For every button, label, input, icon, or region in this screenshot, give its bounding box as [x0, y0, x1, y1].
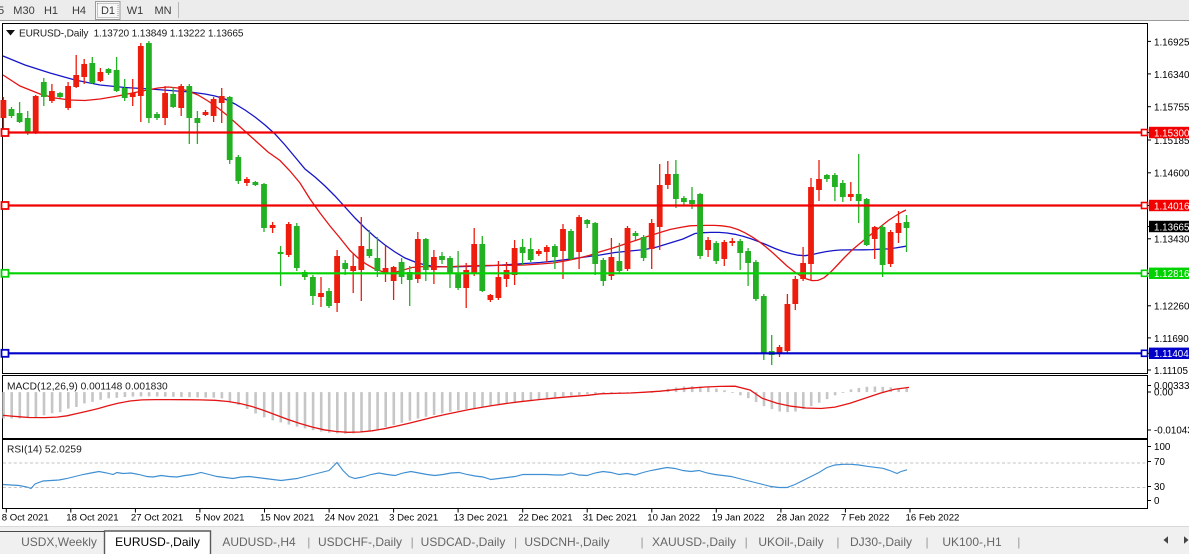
svg-text:10 Jan 2022: 10 Jan 2022: [647, 513, 700, 524]
svg-text:AUDUSD-,H4: AUDUSD-,H4: [222, 535, 296, 549]
svg-text:1.14016: 1.14016: [1154, 201, 1189, 212]
svg-text:15 Nov 2021: 15 Nov 2021: [260, 513, 314, 524]
svg-text:USDX,Weekly: USDX,Weekly: [21, 535, 97, 549]
svg-text:1.13430: 1.13430: [1154, 235, 1189, 246]
svg-text:|: |: [307, 535, 310, 549]
svg-text:|: |: [411, 535, 414, 549]
svg-text:27 Oct 2021: 27 Oct 2021: [131, 513, 183, 524]
svg-text:|: |: [836, 535, 839, 549]
svg-text:1.15185: 1.15185: [1154, 136, 1189, 147]
svg-text:MN: MN: [154, 5, 171, 17]
svg-text:31 Dec 2021: 31 Dec 2021: [583, 513, 637, 524]
svg-text:5: 5: [0, 5, 4, 17]
svg-text:-0.01043: -0.01043: [1154, 426, 1189, 437]
svg-text:7 Feb 2022: 7 Feb 2022: [841, 513, 890, 524]
svg-text:1.11404: 1.11404: [1154, 349, 1189, 360]
svg-text:USDCHF-,Daily: USDCHF-,Daily: [318, 535, 402, 549]
svg-text:1.12260: 1.12260: [1154, 302, 1189, 313]
svg-text:30: 30: [1154, 482, 1165, 493]
svg-text:MACD(12,26,9) 0.001148 0.00183: MACD(12,26,9) 0.001148 0.001830: [7, 382, 168, 393]
svg-text:|: |: [514, 535, 517, 549]
svg-text:|: |: [641, 535, 644, 549]
svg-text:W1: W1: [127, 5, 144, 17]
svg-text:8 Oct 2021: 8 Oct 2021: [2, 513, 49, 524]
svg-text:1.14600: 1.14600: [1154, 169, 1189, 180]
svg-text:18 Oct 2021: 18 Oct 2021: [66, 513, 118, 524]
svg-text:19 Jan 2022: 19 Jan 2022: [712, 513, 765, 524]
svg-text:EURUSD-,Daily 1.13720 1.13849: EURUSD-,Daily 1.13720 1.13849 1.13222 1.…: [19, 29, 244, 40]
svg-text:1.16340: 1.16340: [1154, 70, 1189, 81]
svg-text:100: 100: [1154, 442, 1171, 453]
svg-text:1.15755: 1.15755: [1154, 103, 1189, 114]
svg-text:1.13665: 1.13665: [1154, 222, 1189, 233]
svg-text:DJ30-,Daily: DJ30-,Daily: [850, 535, 912, 549]
svg-text:22 Dec 2021: 22 Dec 2021: [518, 513, 572, 524]
svg-text:USDCNH-,Daily: USDCNH-,Daily: [524, 535, 609, 549]
svg-text:0.00: 0.00: [1154, 388, 1174, 399]
svg-text:M30: M30: [13, 5, 34, 17]
svg-text:1.11690: 1.11690: [1154, 334, 1189, 345]
svg-text:5 Nov 2021: 5 Nov 2021: [195, 513, 244, 524]
svg-text:H4: H4: [72, 5, 86, 17]
svg-text:UKOil-,Daily: UKOil-,Daily: [758, 535, 823, 549]
svg-text:1.16925: 1.16925: [1154, 37, 1189, 48]
svg-text:EURUSD-,Daily: EURUSD-,Daily: [115, 535, 200, 549]
svg-text:|: |: [745, 535, 748, 549]
svg-text:13 Dec 2021: 13 Dec 2021: [454, 513, 508, 524]
svg-text:0.003331: 0.003331: [1154, 381, 1189, 392]
svg-text:UK100-,H1: UK100-,H1: [942, 535, 1002, 549]
svg-text:16 Feb 2022: 16 Feb 2022: [906, 513, 960, 524]
svg-text:XAUUSD-,Daily: XAUUSD-,Daily: [652, 535, 736, 549]
svg-text:0: 0: [1154, 496, 1160, 507]
svg-text:RSI(14) 52.0259: RSI(14) 52.0259: [7, 445, 82, 456]
svg-text:D1: D1: [101, 5, 115, 17]
svg-text:USDCAD-,Daily: USDCAD-,Daily: [421, 535, 506, 549]
svg-text:H1: H1: [44, 5, 58, 17]
svg-text:70: 70: [1154, 457, 1165, 468]
svg-text:28 Jan 2022: 28 Jan 2022: [776, 513, 829, 524]
svg-text:|: |: [926, 535, 929, 549]
svg-text:1.12816: 1.12816: [1154, 269, 1189, 280]
svg-text:1.15300: 1.15300: [1154, 128, 1189, 139]
svg-text:24 Nov 2021: 24 Nov 2021: [325, 513, 379, 524]
svg-text:1.11105: 1.11105: [1154, 366, 1189, 377]
svg-text:|: |: [1017, 535, 1020, 549]
svg-text:3 Dec 2021: 3 Dec 2021: [389, 513, 438, 524]
